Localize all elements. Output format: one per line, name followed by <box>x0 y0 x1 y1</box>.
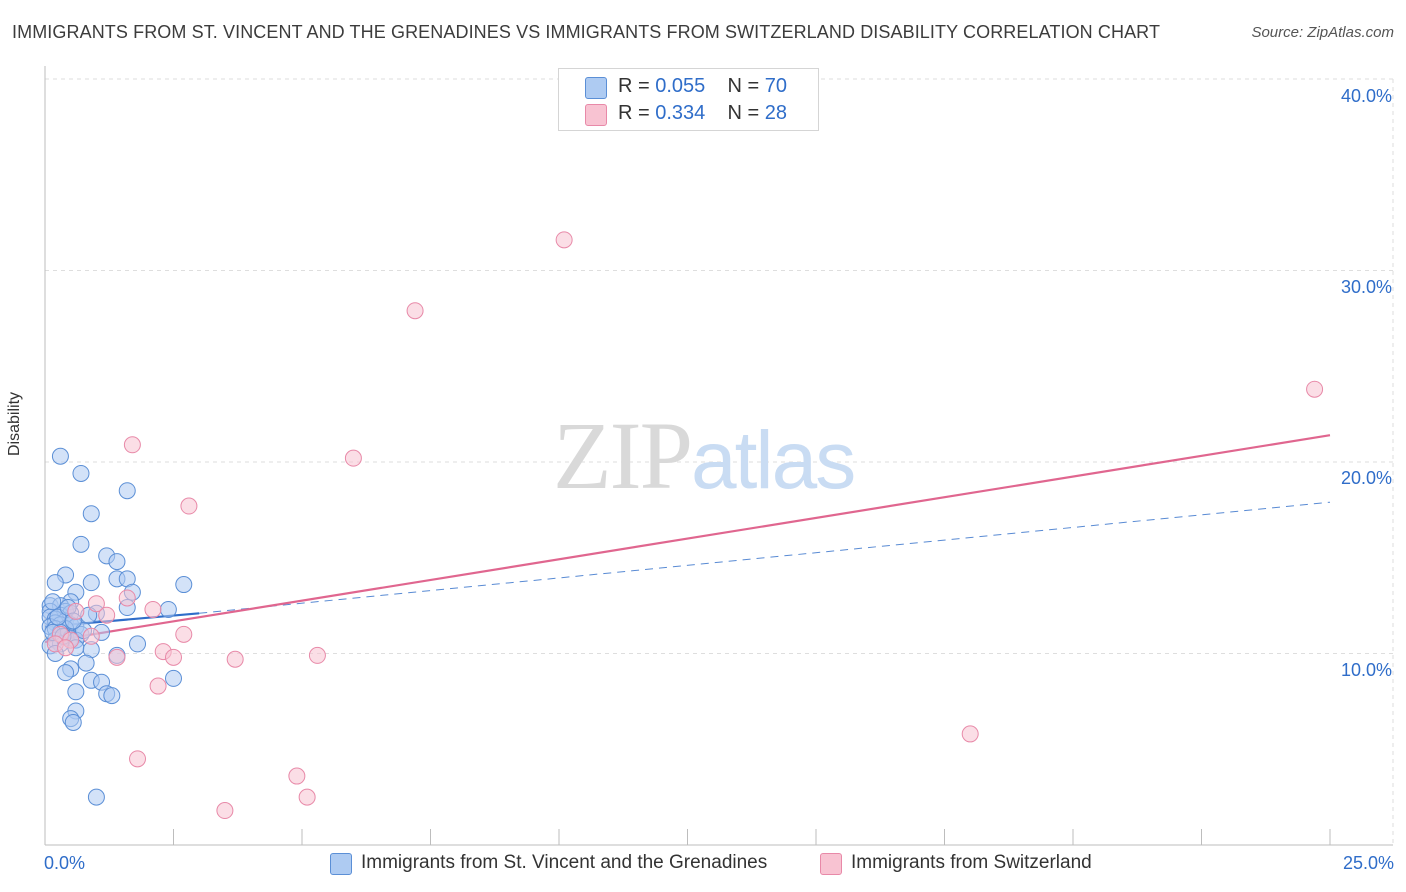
st-vincent-point-2 <box>118 482 136 500</box>
switzerland-point-22 <box>961 725 979 743</box>
st-vincent-point-0 <box>51 447 69 465</box>
st-vincent-point-6 <box>108 553 126 571</box>
st-vincent-point-1 <box>72 464 90 482</box>
switzerland-point-16 <box>108 648 126 666</box>
x-tick-label-min: 0.0% <box>44 853 86 873</box>
legend-text-switzerland: R = 0.334 N = 28 <box>618 102 788 124</box>
legend-swatch-blue <box>585 77 607 99</box>
st-vincent-point-43 <box>129 635 147 653</box>
switzerland-point-5 <box>180 497 198 515</box>
bottom-legend-swatch-pink <box>820 853 842 875</box>
switzerland-point-7 <box>144 600 162 618</box>
switzerland-point-27 <box>57 639 75 657</box>
legend-text-st-vincent: R = 0.055 N = 70 <box>618 75 788 97</box>
st-vincent-point-4 <box>72 535 90 553</box>
series-switzerland-points <box>46 231 1324 820</box>
watermark-zip: ZIP <box>553 402 693 509</box>
switzerland-point-4 <box>344 449 362 467</box>
y-tick-label-20: 20.0% <box>1340 468 1392 488</box>
st-vincent-point-12 <box>175 576 193 594</box>
bottom-legend-swatch-blue <box>330 853 352 875</box>
legend-swatch-pink <box>585 104 607 126</box>
switzerland-point-6 <box>118 589 136 607</box>
y-tick-label-30: 30.0% <box>1340 277 1392 297</box>
switzerland-point-10 <box>67 602 85 620</box>
st-vincent-point-3 <box>82 505 100 523</box>
source-label: Source: ZipAtlas.com <box>1251 24 1394 41</box>
st-vincent-point-57 <box>103 687 121 705</box>
y-tick-label-10: 10.0% <box>1340 660 1392 680</box>
st-vincent-point-54 <box>165 669 182 687</box>
switzerland-point-13 <box>175 625 193 643</box>
st-vincent-point-67 <box>44 593 62 611</box>
st-vincent-point-51 <box>57 664 75 682</box>
trend-line-st-vincent-extrapolated <box>199 501 1331 614</box>
st-vincent-point-49 <box>77 654 95 672</box>
st-vincent-point-55 <box>67 683 85 701</box>
series-st-vincent-points <box>41 447 193 806</box>
switzerland-point-25 <box>298 788 316 806</box>
switzerland-point-12 <box>82 627 100 645</box>
watermark: ZIPatlas <box>553 400 856 511</box>
switzerland-point-9 <box>98 606 116 624</box>
switzerland-point-23 <box>129 750 147 768</box>
stats-legend: R = 0.055 N = 70 R = 0.334 N = 28 <box>558 68 819 131</box>
switzerland-point-0 <box>555 231 573 249</box>
switzerland-point-24 <box>288 767 306 785</box>
switzerland-point-3 <box>123 436 141 454</box>
switzerland-point-19 <box>226 650 244 668</box>
st-vincent-point-60 <box>64 713 82 731</box>
watermark-atlas: atlas <box>691 415 856 506</box>
switzerland-point-8 <box>87 595 105 613</box>
st-vincent-point-11 <box>82 574 100 592</box>
switzerland-point-21 <box>149 677 167 695</box>
switzerland-point-20 <box>308 646 326 664</box>
chart-title: IMMIGRANTS FROM ST. VINCENT AND THE GREN… <box>12 22 1161 42</box>
switzerland-point-2 <box>1306 380 1324 398</box>
st-vincent-point-10 <box>46 574 64 592</box>
axes <box>44 66 1393 846</box>
st-vincent-point-61 <box>87 788 105 806</box>
x-tick-label-max: 25.0% <box>1342 853 1394 873</box>
st-vincent-point-19 <box>159 600 177 618</box>
switzerland-point-18 <box>165 648 182 666</box>
trend-line-switzerland <box>44 434 1331 644</box>
y-tick-label-40: 40.0% <box>1340 86 1392 106</box>
bottom-legend-label-switzerland: Immigrants from Switzerland <box>851 852 1092 873</box>
switzerland-point-1 <box>406 302 424 320</box>
y-axis-label: Disability <box>6 391 23 456</box>
bottom-legend-label-st-vincent: Immigrants from St. Vincent and the Gren… <box>361 852 768 873</box>
switzerland-point-26 <box>216 802 234 820</box>
